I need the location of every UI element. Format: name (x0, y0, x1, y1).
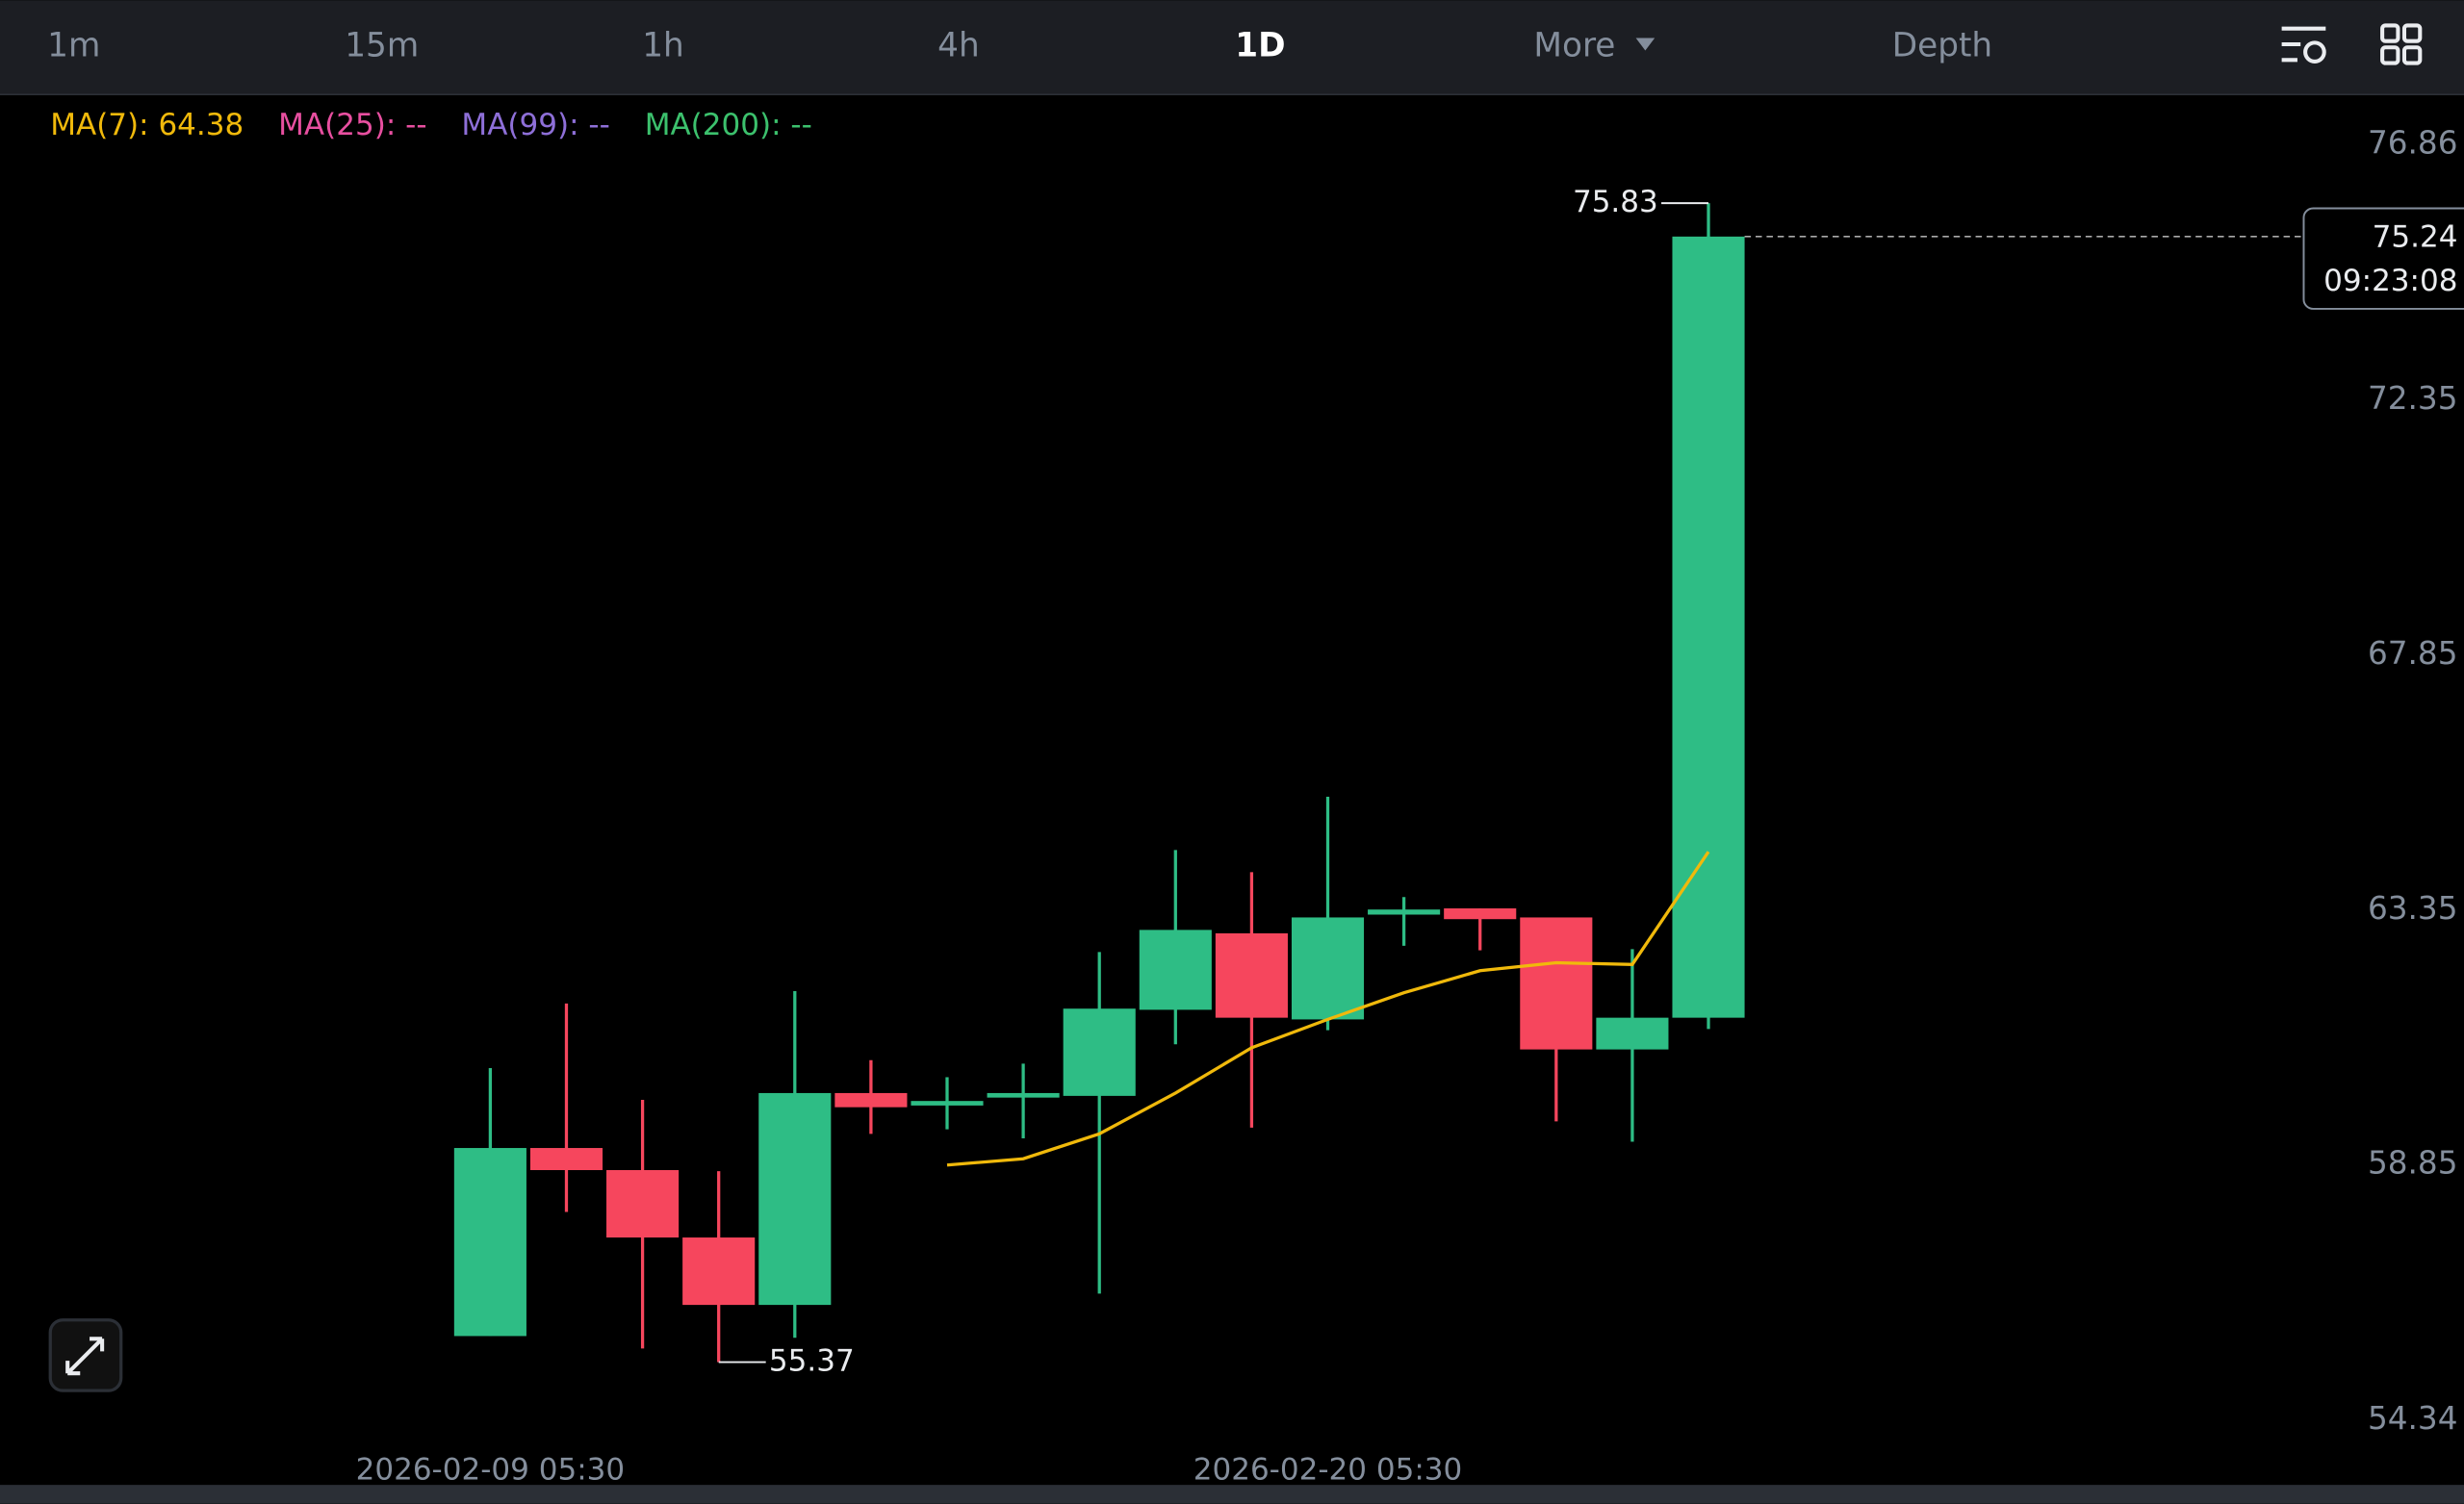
ma-line (946, 851, 1710, 1167)
candle-body (1672, 236, 1745, 1018)
tab[interactable]: 15m (345, 27, 419, 65)
annotation-label: 75.83 (1573, 185, 1658, 219)
candle-body (606, 1169, 680, 1238)
tab[interactable]: Depth (1892, 27, 1992, 65)
candle-body (1444, 908, 1517, 920)
y-tick-label: 72.35 (2368, 380, 2457, 417)
tab[interactable]: 4h (937, 27, 980, 65)
candle-body (1139, 930, 1212, 1010)
tab[interactable]: More (1533, 27, 1615, 65)
tab[interactable]: 1D (1235, 27, 1285, 65)
candle-body (1520, 917, 1593, 1050)
indicator-label: MA(7): 64.38 (50, 108, 244, 142)
indicator-label: MA(200): -- (645, 108, 812, 142)
settings-icon[interactable] (2281, 26, 2326, 64)
y-tick-label: 63.35 (2368, 890, 2457, 927)
indicator-label: MA(25): -- (278, 108, 426, 142)
x-tick-label: 2026-02-20 05:30 (1194, 1452, 1463, 1487)
last-price-label: 75.24 (2373, 219, 2458, 254)
candle-body (682, 1237, 756, 1306)
candle-body (1596, 1017, 1669, 1050)
more-caret[interactable] (1635, 38, 1656, 51)
candle-body (758, 1092, 832, 1306)
tab[interactable]: 1h (642, 27, 684, 65)
candle-body (1291, 917, 1365, 1020)
y-tick-label: 54.34 (2368, 1400, 2457, 1437)
layout-icon[interactable] (2380, 23, 2423, 65)
x-tick-label: 2026-02-09 05:30 (356, 1452, 626, 1487)
candle-body (987, 1092, 1060, 1098)
toolbar (0, 0, 2464, 95)
last-price-box (2302, 207, 2464, 310)
candle-body (1368, 909, 1441, 915)
annotation-label: 55.37 (769, 1344, 855, 1379)
y-tick-label: 67.85 (2368, 635, 2457, 672)
tab[interactable]: 1m (47, 27, 100, 65)
candle-body (529, 1148, 603, 1170)
y-tick-label: 58.85 (2368, 1145, 2457, 1182)
indicator-label: MA(99): -- (461, 108, 609, 142)
y-tick-label: 76.86 (2368, 124, 2457, 161)
candle-body (1215, 932, 1288, 1018)
expand-button[interactable] (48, 1318, 123, 1392)
candle-body (1063, 1008, 1136, 1096)
countdown-label: 09:23:08 (2323, 264, 2457, 298)
candle-body (453, 1148, 526, 1337)
candle-body (911, 1101, 984, 1106)
candle-body (834, 1092, 908, 1108)
bottom-bar (0, 1485, 2464, 1504)
